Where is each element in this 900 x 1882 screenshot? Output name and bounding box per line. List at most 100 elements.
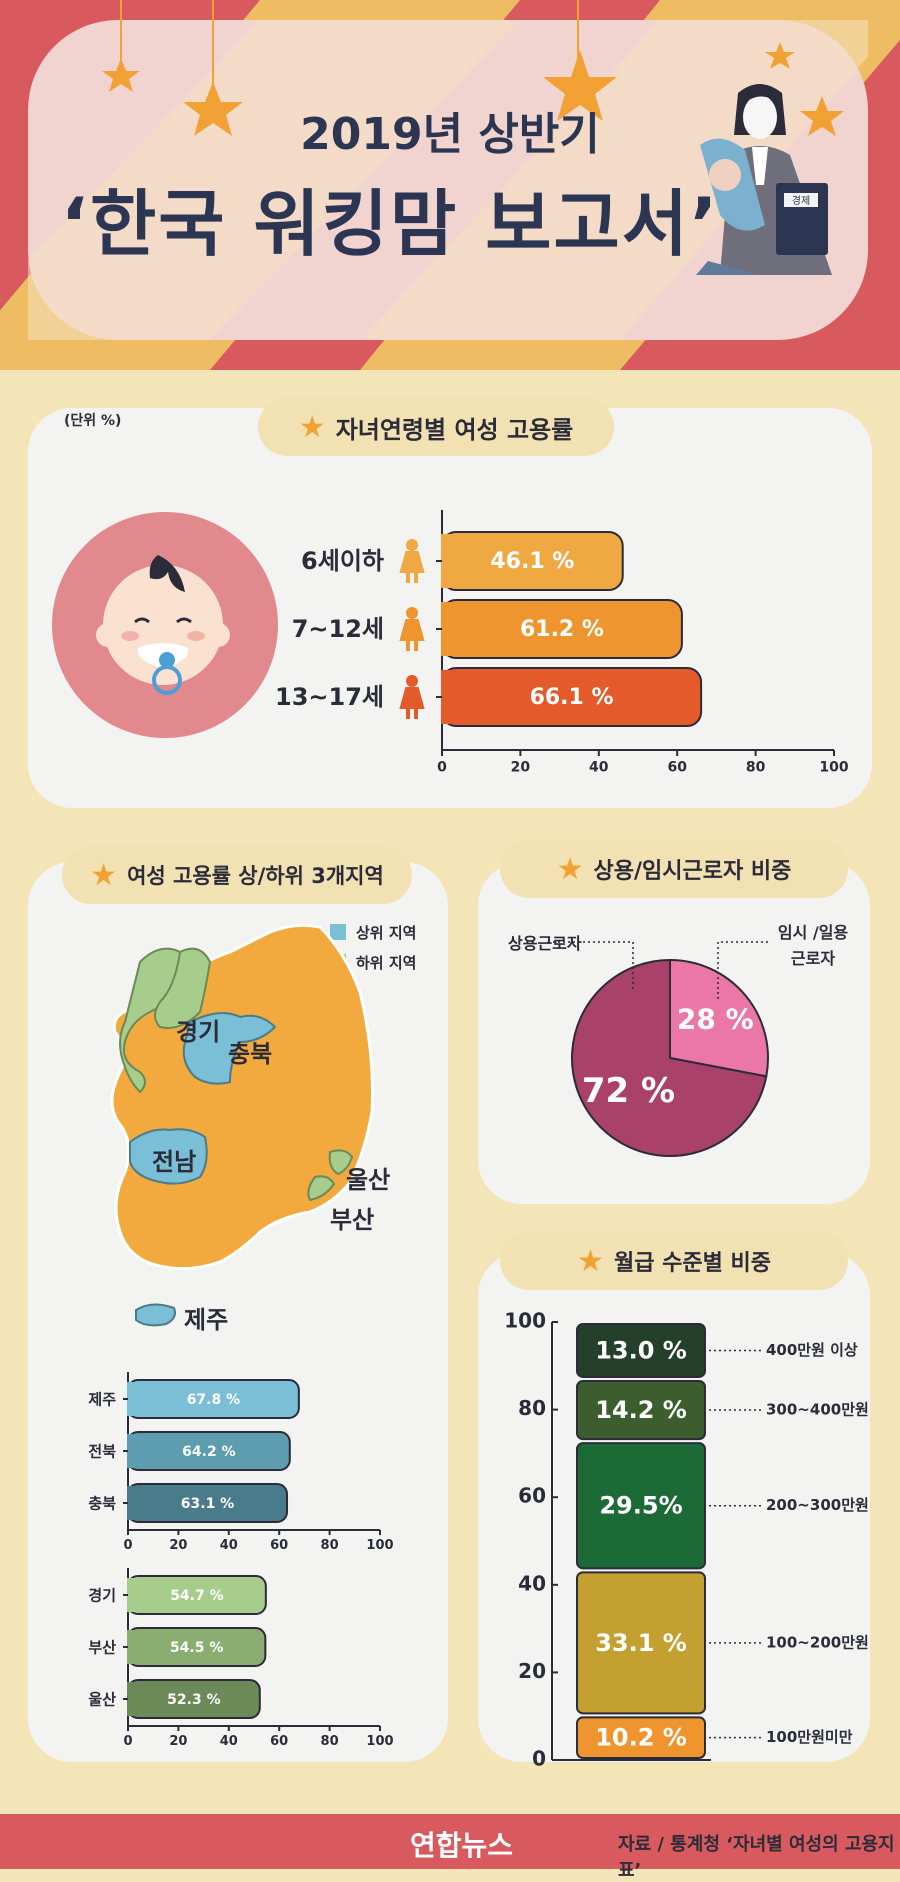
worker-type-title-pill: ★ 상용/임시근로자 비중 <box>500 840 848 898</box>
x-tick-label: 40 <box>220 1538 238 1553</box>
x-tick-label: 20 <box>511 760 531 776</box>
map-label-jeonnam: 전남 <box>152 1148 197 1176</box>
star-icon <box>102 58 140 92</box>
title-year-line: 2019년 상반기 <box>300 109 600 160</box>
salary-title: 월급 수준별 비중 <box>613 1251 771 1276</box>
pie-leader-line <box>548 941 634 992</box>
bar-value-label: 54.7 % <box>170 1588 223 1604</box>
legend-lower-label: 하위 지역 <box>356 954 417 972</box>
map-label-chungbuk: 충북 <box>228 1040 273 1068</box>
y-tick-label: 20 <box>518 1659 546 1683</box>
footer-logo: 연합뉴스 <box>410 1829 514 1862</box>
bar-left-fill <box>127 1630 139 1664</box>
bar-value-label: 61.2 % <box>520 617 604 642</box>
stacked-segment <box>576 1442 706 1570</box>
star-icon <box>765 42 795 69</box>
jeju-island-shape <box>135 1303 176 1327</box>
segment-value-label: 33.1 % <box>595 1629 687 1657</box>
x-tick-label: 0 <box>123 1538 132 1553</box>
x-tick-label: 80 <box>746 760 766 776</box>
header-banner: 2019년 상반기 ‘한국 워킹맘 보고서’ 경제 <box>0 0 900 370</box>
x-tick-label: 40 <box>220 1734 238 1749</box>
person-icon <box>406 607 418 619</box>
category-label: 제주 <box>88 1391 116 1409</box>
star-icon <box>543 50 617 121</box>
x-tick-label: 100 <box>366 1734 393 1749</box>
worker-type-pie: 72 % 28 % <box>548 941 769 1157</box>
category-label: 부산 <box>88 1639 116 1657</box>
segment-value-label: 10.2 % <box>595 1724 687 1752</box>
page-title: ‘한국 워킹맘 보고서’ <box>60 182 720 266</box>
working-mom-illustration: 경제 <box>696 84 832 275</box>
segment-category-label: 200~300만원 <box>766 1496 869 1514</box>
bar-value-label: 66.1 % <box>530 685 614 710</box>
pie-value-label: 72 % <box>582 1071 675 1111</box>
baby-illustration <box>52 512 278 738</box>
category-label: 충북 <box>88 1495 116 1513</box>
segment-value-label: 13.0 % <box>595 1336 687 1364</box>
segment-value-label: 29.5% <box>599 1492 682 1520</box>
x-tick-label: 40 <box>589 760 609 776</box>
category-label: 7~12세 <box>292 615 384 643</box>
category-label: 6세이하 <box>301 547 384 575</box>
segment-value-label: 14.2 % <box>595 1396 687 1424</box>
y-tick-label: 0 <box>532 1747 546 1771</box>
category-label: 전북 <box>88 1443 116 1461</box>
bar-value-label: 54.5 % <box>170 1640 223 1656</box>
y-tick-label: 80 <box>518 1396 546 1420</box>
star-icon: ★ <box>90 857 118 893</box>
map-label-jeju: 제주 <box>184 1306 229 1334</box>
pie-slice <box>571 958 768 1157</box>
segment-category-label: 100~200만원 <box>766 1633 869 1651</box>
x-tick-label: 60 <box>667 760 687 776</box>
salary-title-pill: ★ 월급 수준별 비중 <box>500 1232 848 1290</box>
unit-note: (단위 %) <box>64 413 122 429</box>
hanging-stars <box>102 0 844 136</box>
bar-value-label: 67.8 % <box>187 1392 240 1408</box>
worker-type-title: 상용/임시근로자 비중 <box>593 859 792 884</box>
y-tick-label: 40 <box>518 1571 546 1595</box>
star-icon: ★ <box>556 851 584 887</box>
footer-source: 자료 / 통계청 ‘자녀별 여성의 고용지표’ <box>618 1834 895 1881</box>
legend-upper-swatch <box>330 924 346 940</box>
segment-category-label: 300~400만원 <box>766 1401 869 1419</box>
star-icon <box>183 82 243 136</box>
pie-slice <box>669 958 769 1078</box>
person-icon <box>406 539 418 551</box>
age-employment-chart: 0 20 40 60 80 100 46.1 % 6세이하 61.2 % 7~12세 66.1 % 1… <box>275 510 849 776</box>
x-tick-label: 20 <box>169 1538 187 1553</box>
region-employment-chart: 0 20 40 60 80 100 67.8 % 제주 64.2 % 전북 63.1 % 충북 0 20 4… <box>88 1372 394 1749</box>
star-icon: ★ <box>298 409 326 445</box>
pie-label-regular: 상용근로자 <box>508 934 582 953</box>
x-tick-label: 20 <box>169 1734 187 1749</box>
category-label: 13~17세 <box>275 683 384 711</box>
bar-value-label: 46.1 % <box>490 549 574 574</box>
stacked-segment <box>576 1379 706 1441</box>
stacked-segment <box>576 1571 706 1715</box>
bar-left-fill <box>127 1382 139 1416</box>
korea-map <box>110 923 374 1271</box>
bar-value-label: 52.3 % <box>167 1692 220 1708</box>
star-icon: ★ <box>577 1243 604 1279</box>
pie-label-temporary: 임시 /일용 근로자 <box>777 923 849 968</box>
region-employment-title-pill: ★ 여성 고용률 상/하위 3개지역 <box>62 846 412 904</box>
x-tick-label: 100 <box>366 1538 393 1553</box>
pie-value-label: 28 % <box>677 1003 754 1036</box>
y-tick-label: 100 <box>504 1309 546 1333</box>
bar-value-label: 63.1 % <box>181 1496 234 1512</box>
category-label: 경기 <box>88 1587 116 1605</box>
map-label-gyeonggi: 경기 <box>176 1018 221 1046</box>
age-employment-title: 자녀연령별 여성 고용률 <box>335 415 574 444</box>
bar-left-fill <box>441 602 455 656</box>
stacked-segment <box>576 1323 706 1378</box>
pie-leader-line <box>717 941 768 1002</box>
age-employment-title-pill: ★ 자녀연령별 여성 고용률 <box>258 398 614 456</box>
bar-left-fill <box>127 1434 139 1468</box>
bar-value-label: 64.2 % <box>182 1444 235 1460</box>
person-icon <box>406 675 418 687</box>
person-icon-body <box>399 619 425 651</box>
map-label-busan: 부산 <box>330 1206 375 1234</box>
person-icon-body <box>399 687 425 719</box>
x-tick-label: 0 <box>123 1734 132 1749</box>
